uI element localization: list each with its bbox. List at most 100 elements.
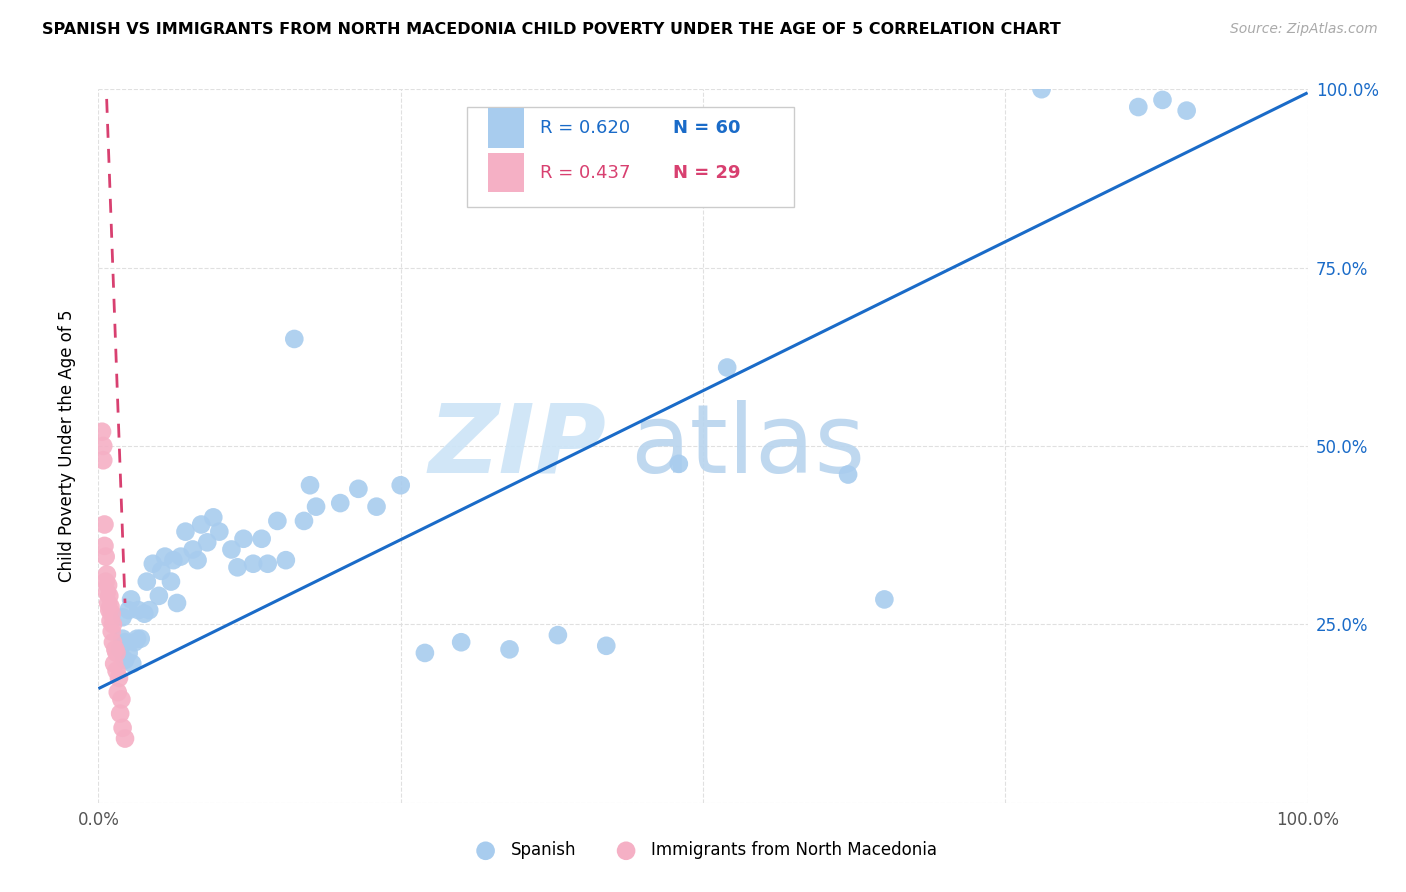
- Point: [202, 510, 225, 524]
- Point: [153, 549, 176, 564]
- Point: [105, 664, 128, 678]
- Point: [94, 574, 117, 589]
- Point: [366, 500, 388, 514]
- Point: [93, 517, 115, 532]
- Text: atlas: atlas: [630, 400, 866, 492]
- Point: [242, 557, 264, 571]
- Point: [101, 635, 124, 649]
- Point: [100, 599, 122, 614]
- Point: [93, 539, 115, 553]
- Legend: Spanish, Immigrants from North Macedonia: Spanish, Immigrants from North Macedonia: [463, 835, 943, 866]
- Point: [668, 457, 690, 471]
- Point: [121, 657, 143, 671]
- Point: [716, 360, 738, 375]
- Point: [91, 439, 114, 453]
- Text: ZIP: ZIP: [429, 400, 606, 492]
- Point: [111, 721, 134, 735]
- Point: [97, 578, 120, 592]
- Text: N = 60: N = 60: [673, 120, 741, 137]
- Point: [108, 706, 131, 721]
- Point: [148, 589, 170, 603]
- Point: [135, 574, 157, 589]
- Text: R = 0.437: R = 0.437: [540, 163, 630, 182]
- Point: [103, 657, 125, 671]
- FancyBboxPatch shape: [488, 153, 524, 193]
- Point: [1175, 103, 1198, 118]
- Point: [108, 642, 131, 657]
- Point: [305, 500, 328, 514]
- Point: [142, 557, 165, 571]
- Point: [114, 653, 136, 667]
- Point: [91, 425, 114, 439]
- Point: [94, 549, 117, 564]
- Y-axis label: Child Poverty Under the Age of 5: Child Poverty Under the Age of 5: [58, 310, 76, 582]
- Text: SPANISH VS IMMIGRANTS FROM NORTH MACEDONIA CHILD POVERTY UNDER THE AGE OF 5 CORR: SPANISH VS IMMIGRANTS FROM NORTH MACEDON…: [42, 22, 1062, 37]
- Point: [190, 517, 212, 532]
- Text: N = 29: N = 29: [673, 163, 741, 182]
- Point: [118, 646, 141, 660]
- Point: [100, 624, 122, 639]
- Point: [162, 553, 184, 567]
- FancyBboxPatch shape: [488, 109, 524, 148]
- Point: [283, 332, 305, 346]
- Point: [111, 632, 134, 646]
- Point: [169, 549, 191, 564]
- Point: [174, 524, 197, 539]
- Point: [1128, 100, 1150, 114]
- Point: [108, 671, 131, 685]
- Point: [104, 642, 127, 657]
- Point: [208, 524, 231, 539]
- Point: [134, 607, 156, 621]
- Point: [111, 610, 134, 624]
- Point: [127, 632, 149, 646]
- Point: [195, 535, 218, 549]
- Point: [114, 731, 136, 746]
- Point: [837, 467, 859, 482]
- Point: [100, 614, 122, 628]
- Point: [595, 639, 617, 653]
- Point: [266, 514, 288, 528]
- Point: [413, 646, 436, 660]
- Point: [450, 635, 472, 649]
- Point: [118, 603, 141, 617]
- Point: [256, 557, 278, 571]
- Point: [124, 635, 146, 649]
- Point: [498, 642, 520, 657]
- Point: [347, 482, 370, 496]
- Point: [129, 632, 152, 646]
- Point: [226, 560, 249, 574]
- Point: [127, 603, 149, 617]
- Point: [101, 617, 124, 632]
- Text: R = 0.620: R = 0.620: [540, 120, 630, 137]
- Point: [96, 567, 118, 582]
- Point: [250, 532, 273, 546]
- Point: [91, 453, 114, 467]
- Point: [389, 478, 412, 492]
- Text: Source: ZipAtlas.com: Source: ZipAtlas.com: [1230, 22, 1378, 37]
- Point: [547, 628, 569, 642]
- Point: [107, 685, 129, 699]
- Point: [138, 603, 160, 617]
- Point: [166, 596, 188, 610]
- Point: [98, 589, 121, 603]
- Point: [274, 553, 297, 567]
- Point: [100, 607, 122, 621]
- Point: [98, 603, 121, 617]
- FancyBboxPatch shape: [467, 107, 793, 207]
- Point: [292, 514, 315, 528]
- Point: [1031, 82, 1053, 96]
- Point: [114, 635, 136, 649]
- Point: [1152, 93, 1174, 107]
- Point: [110, 692, 132, 706]
- Point: [150, 564, 173, 578]
- Point: [160, 574, 183, 589]
- Point: [299, 478, 322, 492]
- Point: [97, 596, 120, 610]
- Point: [120, 592, 142, 607]
- Point: [873, 592, 896, 607]
- Point: [187, 553, 209, 567]
- Point: [181, 542, 204, 557]
- Point: [221, 542, 243, 557]
- Point: [96, 585, 118, 599]
- Point: [105, 646, 128, 660]
